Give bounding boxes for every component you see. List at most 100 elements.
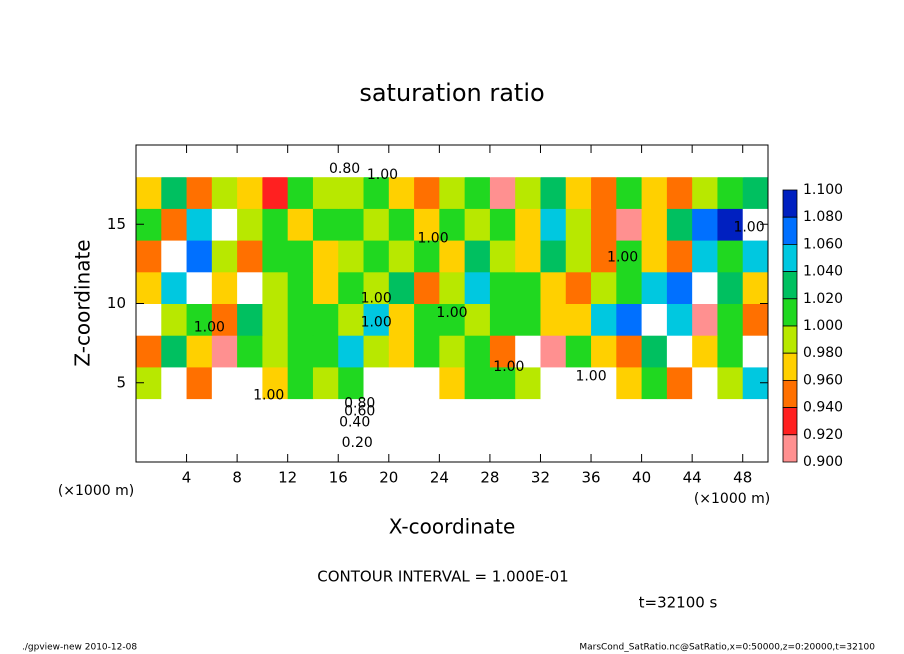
cell [439,335,466,368]
cell [489,271,516,304]
cell [641,271,668,304]
cell [641,366,668,400]
cell [186,145,213,178]
cell [136,430,162,463]
contour-label: 1.00 [436,305,467,321]
cell [489,208,516,241]
cell [692,240,718,273]
colorbar-swatch [782,434,798,463]
colorbar-label: 0.900 [803,454,843,470]
x-tick-label: 36 [581,469,600,487]
cell [742,398,769,431]
cell [237,240,263,273]
cell [312,145,339,178]
cell [262,145,289,178]
cell [363,145,390,178]
cell [591,366,617,400]
x-unit: (×1000 m) [694,491,770,507]
cell [161,145,188,178]
contour-label: 0.80 [344,395,375,411]
cell [515,430,541,463]
cell [616,208,643,241]
contour-interval: CONTOUR INTERVAL = 1.000E-01 [317,568,568,586]
contour-label: 1.00 [575,368,606,384]
cell [666,271,693,304]
cell [338,208,365,241]
cell [464,271,491,304]
colorbar-label: 0.980 [803,345,843,361]
cell [161,208,188,241]
footer-left: ./gpview-new 2010-12-08 [22,643,137,653]
cell [287,240,314,273]
colorbar-swatch [782,352,798,381]
cell [414,303,440,336]
cell [186,303,213,336]
cell [489,335,516,368]
cell [262,303,289,336]
cell [565,145,592,178]
colorbar-label: 1.100 [803,182,843,198]
cell [338,366,365,400]
cell [312,271,339,304]
cell [262,366,289,400]
cell [211,430,238,463]
cell [591,176,617,209]
cell [616,176,643,209]
cell [641,145,668,178]
cell [414,145,440,178]
cell [565,398,592,431]
cell [641,208,668,241]
y-tick-label: 10 [107,294,126,312]
x-tick-label: 4 [182,469,192,487]
cell [161,303,188,336]
cell [237,208,263,241]
cell [666,398,693,431]
cell [616,240,643,273]
cell [211,145,238,178]
cell [186,398,213,431]
cell [464,176,491,209]
cell [414,398,440,431]
contour-label: 1.00 [361,315,392,331]
cell [591,398,617,431]
cell [616,430,643,463]
cell [262,176,289,209]
cell [312,176,339,209]
cell [717,240,744,273]
colorbar-swatch [782,298,798,327]
cell [186,176,213,209]
cell [489,303,516,336]
x-tick-label: 12 [278,469,297,487]
cell [237,145,263,178]
x-tick-label: 44 [683,469,702,487]
cell [414,366,440,400]
cell [591,335,617,368]
cell [439,240,466,273]
cell [211,208,238,241]
contour-label: 1.00 [417,231,448,247]
cell [211,176,238,209]
x-tick-label: 8 [232,469,242,487]
cell [136,303,162,336]
cell [616,145,643,178]
cell [136,335,162,368]
cell [565,208,592,241]
colorbar-swatch [782,379,798,408]
cell [666,303,693,336]
cell [540,335,567,368]
cell [287,271,314,304]
cell [565,303,592,336]
colorbar-label: 1.000 [803,318,843,334]
cell [616,366,643,400]
cell [591,145,617,178]
y-tick-label: 5 [116,373,126,391]
cell [692,208,718,241]
cell [439,176,466,209]
cell [641,303,668,336]
cell [338,398,365,431]
cell [237,430,263,463]
cell [186,208,213,241]
x-tick-label: 24 [430,469,449,487]
cell [641,240,668,273]
cell [186,271,213,304]
